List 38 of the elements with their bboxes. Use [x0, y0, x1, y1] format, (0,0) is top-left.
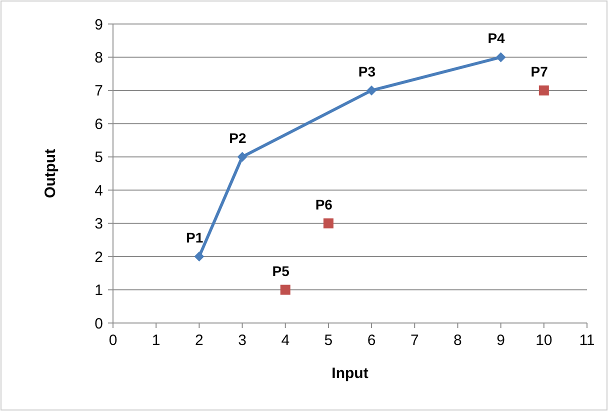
point — [237, 152, 248, 162]
x-tick-label: 3 — [238, 332, 246, 349]
y-tick-label: 8 — [94, 49, 103, 66]
x-tick-label: 7 — [410, 332, 419, 349]
x-tick-label: 2 — [195, 332, 204, 349]
annotation: P1 — [186, 230, 204, 246]
y-tick-label: 5 — [94, 149, 103, 166]
y-tick-label: 7 — [94, 82, 103, 100]
y-tick-label: 3 — [94, 216, 103, 233]
point — [194, 252, 204, 262]
y-tick-label: 6 — [94, 116, 103, 133]
x-tick-label: 10 — [536, 332, 552, 349]
x-tick-label: 5 — [324, 332, 333, 349]
x-tick-label: 4 — [281, 332, 290, 349]
point — [496, 52, 506, 62]
annotation: P2 — [229, 130, 246, 146]
x-tick-label: 1 — [152, 332, 160, 349]
point — [366, 85, 377, 96]
x-tick-label: 0 — [108, 332, 118, 349]
y-tick-label: 2 — [94, 248, 103, 266]
point — [280, 284, 290, 295]
y-tick-label: 0 — [94, 315, 103, 332]
annotation: P5 — [272, 262, 290, 279]
y-tick-label: 9 — [94, 16, 103, 34]
x-tick-label: 9 — [496, 332, 505, 349]
x-tick-label: 8 — [454, 332, 462, 349]
x-tick-label: 11 — [579, 332, 595, 349]
point — [323, 218, 334, 228]
y-tick-label: 4 — [94, 182, 103, 200]
point — [538, 85, 549, 96]
y-tick-label: 1 — [94, 282, 103, 300]
x-axis-title: Input — [332, 365, 368, 382]
annotation: P3 — [358, 63, 376, 80]
annotation: P4 — [488, 30, 506, 46]
x-tick-label: 6 — [367, 332, 376, 349]
annotation: P7 — [530, 63, 548, 80]
annotation: P6 — [315, 196, 333, 212]
y-axis-title: Output — [42, 148, 59, 198]
